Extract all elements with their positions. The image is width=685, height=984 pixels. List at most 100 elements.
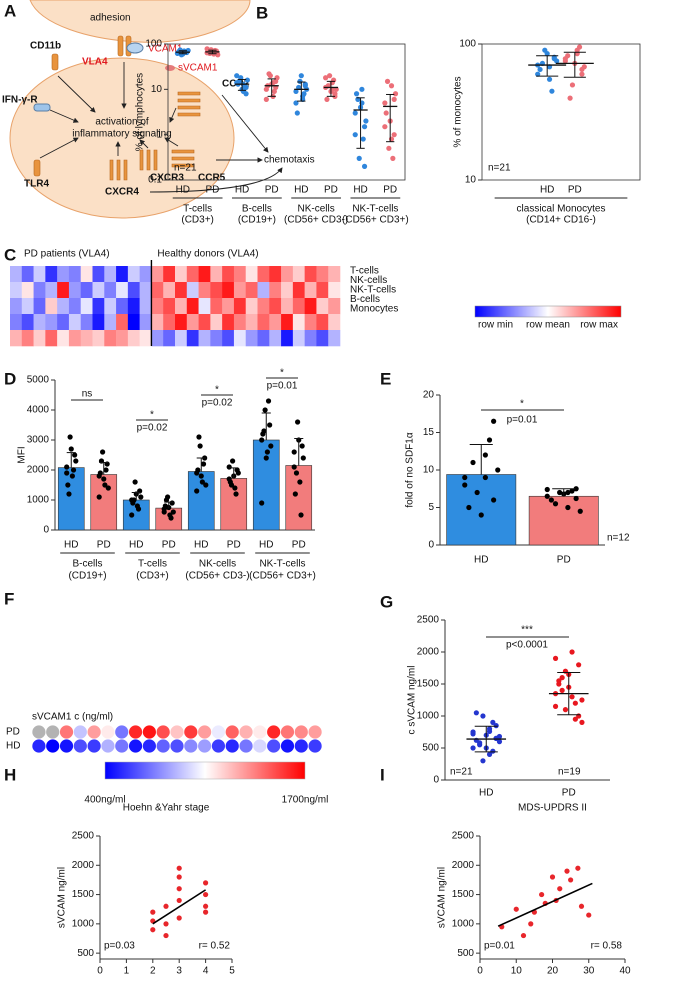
data-point [564,868,570,874]
heat-cell [245,330,258,347]
data-point [300,455,306,461]
data-point [228,482,235,488]
x-tick-label: PD [383,185,397,196]
row-label: B-cells [350,294,380,305]
group-sublabel: (CD3+) [181,215,214,226]
heat-circle [198,725,212,739]
annotation: r= 0.58 [591,941,623,952]
panel-letter: E [380,369,391,388]
annotation: p=0.03 [104,941,135,952]
heat-circle [46,739,60,753]
data-point [323,75,329,81]
data-point [462,482,468,488]
data-point [331,77,337,83]
heat-cell [328,298,341,315]
group-title: Healthy donors (VLA4) [157,249,258,260]
arrow [49,109,79,123]
heat-cell [316,330,329,347]
panel-letter: A [4,1,16,20]
y-tick-label: 1500 [452,889,475,900]
heat-cell [316,282,329,299]
x-tick-label: HD [235,185,249,196]
heat-circle [294,725,308,739]
heat-cell [151,298,164,315]
heat-cell [80,266,93,283]
heat-cell [68,266,82,283]
heat-cell [92,330,105,347]
data-point [491,497,497,503]
data-point [102,482,108,488]
data-point [105,485,111,491]
heat-cell [92,266,105,283]
data-point [392,91,399,97]
heat-cell [127,330,140,347]
heat-circle [156,739,170,753]
arrow [57,75,96,113]
data-point [298,73,304,79]
data-point [473,710,479,716]
group-sublabel: (CD56+ CD3+) [342,215,409,226]
data-point [176,886,182,892]
y-tick-label: 1000 [417,711,440,722]
heat-circle [101,739,115,753]
heat-cell [33,266,46,283]
chart-title: sVCAM1 c (ng/ml) [32,712,113,723]
data-point [382,124,388,130]
heat-cell [139,282,152,299]
y-tick-label: 2000 [417,647,440,658]
data-point [234,73,240,79]
heat-cell [316,298,329,315]
annotation: * [520,399,524,410]
legend-label: row mean [526,320,570,331]
x-tick-label: 3 [176,966,182,977]
heat-cell [198,282,211,299]
heat-cell [328,330,341,347]
data-point [196,434,202,440]
group-sublabel: (CD19+) [68,571,106,582]
heat-cell [68,314,82,331]
heat-cell [233,298,247,315]
receptor [117,35,124,57]
group-sublabel: (CD14+ CD16-) [526,215,596,226]
heat-cell [257,330,270,347]
heat-cell [151,266,164,283]
data-point [579,71,585,77]
data-point [324,96,330,102]
group-label: NK-T-cells [352,204,398,215]
heat-cell [222,266,235,283]
data-point [267,422,273,428]
data-point [176,874,182,880]
y-axis-label: sVCAM ng/ml [57,867,68,928]
x-tick-label: PD [562,788,576,799]
data-point [298,512,304,518]
annotation: p<0.0001 [506,640,548,651]
y-tick-label: 10 [465,175,477,186]
heat-cell [198,266,211,283]
data-point [197,443,203,449]
data-point [264,449,270,455]
data-point [477,740,483,746]
data-point [259,500,265,506]
y-tick-label: 10 [151,84,163,95]
data-point [292,491,298,497]
label: VCAM1 [148,44,183,55]
label: CXCR4 [105,187,139,198]
data-point [382,100,388,106]
panel-letter: G [380,592,393,611]
annotation: n=21 [488,163,511,174]
heat-cell [57,266,70,283]
heat-cell [68,282,82,299]
heat-circle [87,725,101,739]
heat-cell [163,298,176,315]
data-point [559,675,565,681]
row-label: PD [6,727,20,738]
heat-cell [68,330,82,347]
heat-cell [292,314,305,331]
y-tick-label: 1 [156,129,162,140]
data-point [244,77,250,83]
heat-circle [239,739,253,753]
heat-cell [45,330,58,347]
group-label: NK-T-cells [259,559,305,570]
heat-cell [163,266,176,283]
data-point [72,452,78,458]
